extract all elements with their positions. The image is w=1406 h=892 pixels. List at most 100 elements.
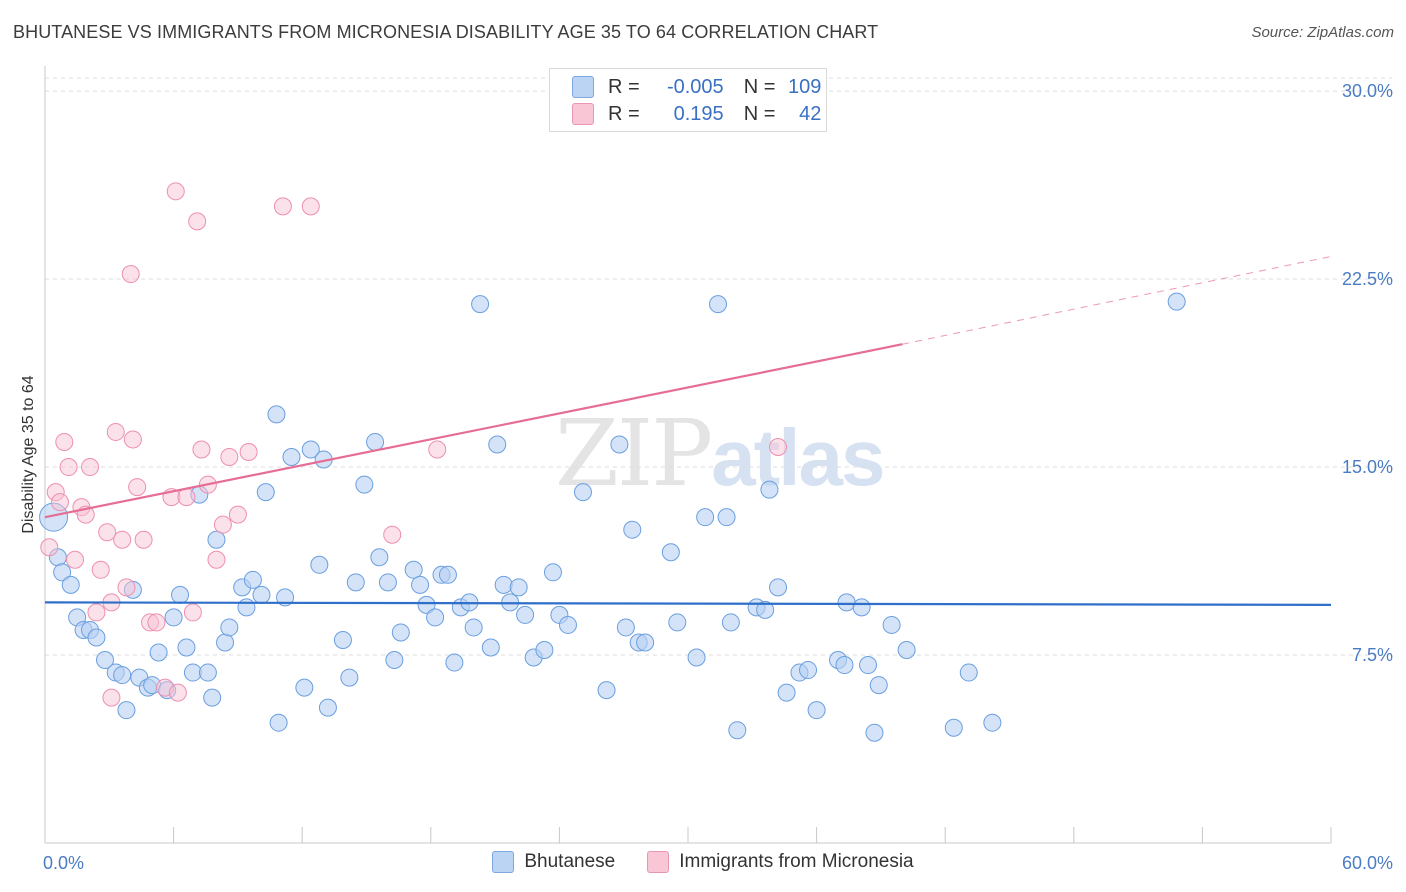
bhutanese-point (944, 718, 963, 737)
micronesia-point (177, 488, 196, 507)
series-swatch-pink (647, 851, 670, 873)
bhutanese-point (385, 651, 404, 670)
legend-r-value: 0.195 (673, 102, 724, 125)
bhutanese-point (597, 681, 616, 700)
micronesia-point (59, 458, 78, 477)
legend-r-value: -0.005 (666, 75, 724, 98)
bhutanese-point (113, 666, 132, 685)
bhutanese-point (835, 656, 854, 675)
source-label: Source: ZipAtlas.com (1251, 24, 1394, 41)
bhutanese-point (573, 483, 592, 502)
bhutanese-point (404, 560, 423, 579)
micronesia-point (51, 493, 70, 512)
bhutanese-point (220, 618, 239, 637)
bhutanese-point (696, 508, 715, 527)
micronesia-point (102, 688, 121, 707)
bhutanese-point (859, 656, 878, 675)
micronesia-point (228, 505, 247, 524)
bhutanese-point (852, 598, 871, 617)
bhutanese-point (333, 630, 352, 649)
bhutanese-point (243, 570, 262, 589)
micronesia-point (769, 437, 788, 456)
y-tick-label: 22.5% (1342, 269, 1393, 289)
series-swatch-blue (492, 851, 515, 873)
legend-r-label: R = (608, 102, 640, 125)
bhutanese-point (61, 575, 80, 594)
bhutanese-point (728, 721, 747, 740)
y-tick-label: 15.0% (1342, 457, 1393, 477)
micronesia-point (121, 265, 140, 284)
bhutanese-point (471, 295, 490, 314)
bhutanese-point (310, 555, 329, 574)
bhutanese-point (777, 683, 796, 702)
bhutanese-point (721, 613, 740, 632)
bhutanese-point (799, 661, 818, 680)
bhutanese-point (661, 543, 680, 562)
axes (44, 66, 1332, 844)
bhutanese-point (346, 573, 365, 592)
legend-row-micronesia: R = 0.195 N = 42 (572, 101, 821, 127)
micronesia-point (207, 550, 226, 569)
series-legend-bhutanese: Bhutanese (492, 851, 615, 873)
bhutanese-point (535, 641, 554, 660)
bhutanese-point (96, 651, 115, 670)
bhutanese-point (488, 435, 507, 454)
micronesia-point (113, 530, 132, 549)
bhutanese-point (983, 713, 1002, 732)
bhutanese-point (171, 585, 190, 604)
bhutanese-point (318, 698, 337, 717)
micronesia-trend-extension (902, 256, 1332, 345)
bhutanese-point (370, 548, 389, 567)
bhutanese-point (198, 663, 217, 682)
x-tick-label: 60.0% (1342, 853, 1393, 873)
legend-n-label: N = (743, 102, 776, 125)
micronesia-point (213, 515, 232, 534)
micronesia-point (55, 432, 74, 451)
axis-labels: 7.5% 15.0% 22.5% 30.0% 0.0% 60.0% Disability A… (20, 81, 1393, 873)
bhutanese-point (623, 520, 642, 539)
bhutanese-point (256, 483, 275, 502)
correlation-legend: R = -0.005 N = 109 R = 0.195 N = 42 (549, 68, 827, 132)
bhutanese-point (837, 593, 856, 612)
bhutanese-point (438, 565, 457, 584)
micronesia-point (123, 430, 142, 449)
bhutanese-point (481, 638, 500, 657)
micronesia-point (168, 683, 187, 702)
bhutanese-point (869, 676, 888, 695)
bhutanese-point (269, 713, 288, 732)
bhutanese-point (366, 432, 385, 451)
micronesia-point (134, 530, 153, 549)
micronesia-trend-line (44, 343, 903, 519)
legend-n-label: N = (743, 75, 776, 98)
bhutanese-point (117, 701, 136, 720)
bhutanese-point (1167, 292, 1186, 311)
micronesia-points (40, 182, 788, 707)
bhutanese-point (636, 633, 655, 652)
bhutanese-point (282, 448, 301, 467)
legend-r-label: R = (608, 75, 640, 98)
legend-n-value: 42 (799, 102, 822, 125)
micronesia-point (66, 550, 85, 569)
micronesia-point (147, 613, 166, 632)
bhutanese-point (164, 608, 183, 627)
legend-row-bhutanese: R = -0.005 N = 109 (572, 74, 821, 100)
x-tick-label: 0.0% (43, 853, 84, 873)
bhutanese-point (340, 668, 359, 687)
bhutanese-point (301, 440, 320, 459)
bhutanese-point (616, 618, 635, 637)
series-label-bhutanese: Bhutanese (524, 851, 616, 872)
bhutanese-point (53, 563, 72, 582)
bhutanese-point (183, 663, 202, 682)
bhutanese-point (610, 435, 629, 454)
bhutanese-point (87, 628, 106, 647)
micronesia-point (239, 442, 258, 461)
bhutanese-point (237, 598, 256, 617)
micronesia-point (188, 212, 207, 231)
bhutanese-point (295, 678, 314, 697)
bhutanese-point (464, 618, 483, 637)
trend-lines (44, 256, 1332, 606)
micronesia-point (87, 603, 106, 622)
legend-swatch-pink (572, 103, 594, 125)
micronesia-point (98, 523, 117, 542)
micronesia-point (428, 440, 447, 459)
